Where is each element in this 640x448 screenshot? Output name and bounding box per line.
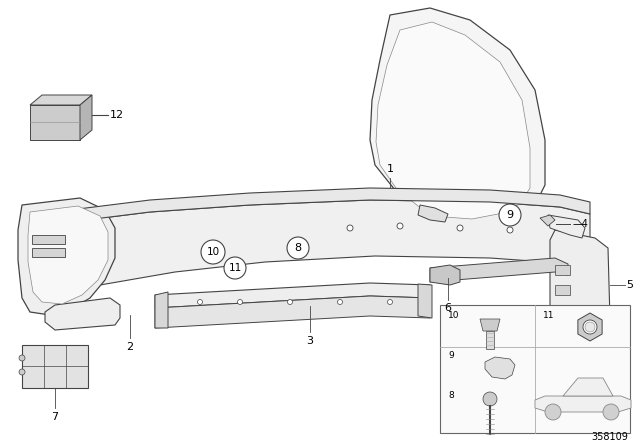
Text: 1: 1 — [387, 164, 394, 174]
Polygon shape — [418, 284, 432, 318]
Circle shape — [19, 369, 25, 375]
Text: 8: 8 — [294, 243, 301, 253]
Polygon shape — [430, 265, 460, 285]
Text: 2: 2 — [127, 342, 134, 352]
Polygon shape — [155, 283, 430, 308]
Circle shape — [237, 300, 243, 305]
Polygon shape — [550, 230, 610, 330]
Polygon shape — [30, 105, 80, 140]
Text: 6: 6 — [445, 303, 451, 313]
Circle shape — [201, 240, 225, 264]
Text: —4: —4 — [573, 219, 589, 229]
Polygon shape — [70, 188, 590, 222]
Polygon shape — [555, 265, 570, 275]
Circle shape — [397, 223, 403, 229]
Polygon shape — [535, 396, 631, 412]
Polygon shape — [540, 215, 555, 226]
Polygon shape — [563, 378, 613, 396]
Polygon shape — [18, 198, 115, 315]
Circle shape — [287, 300, 292, 305]
Text: 12: 12 — [110, 110, 124, 120]
Circle shape — [347, 225, 353, 231]
Polygon shape — [486, 331, 494, 349]
Text: 5: 5 — [626, 280, 633, 290]
Circle shape — [545, 404, 561, 420]
Polygon shape — [32, 248, 65, 257]
Text: 10: 10 — [207, 247, 220, 257]
Circle shape — [483, 392, 497, 406]
Polygon shape — [418, 205, 448, 222]
Circle shape — [457, 225, 463, 231]
Polygon shape — [480, 319, 500, 331]
Polygon shape — [155, 292, 168, 328]
Polygon shape — [80, 95, 92, 140]
Text: 3: 3 — [307, 336, 314, 346]
Circle shape — [337, 300, 342, 305]
Text: 8: 8 — [448, 391, 454, 400]
Text: 7: 7 — [51, 412, 59, 422]
Polygon shape — [370, 8, 545, 225]
Polygon shape — [70, 200, 590, 285]
Polygon shape — [22, 345, 88, 388]
Circle shape — [287, 237, 309, 259]
Text: 11: 11 — [543, 311, 554, 320]
Text: 9: 9 — [506, 210, 513, 220]
Polygon shape — [555, 285, 570, 295]
Circle shape — [19, 355, 25, 361]
Circle shape — [499, 204, 521, 226]
Polygon shape — [30, 95, 92, 105]
Circle shape — [583, 320, 597, 334]
Text: 358109: 358109 — [591, 432, 628, 442]
Polygon shape — [45, 298, 120, 330]
Circle shape — [224, 257, 246, 279]
Circle shape — [198, 300, 202, 305]
Polygon shape — [555, 305, 570, 315]
Polygon shape — [430, 258, 568, 282]
Circle shape — [387, 300, 392, 305]
Polygon shape — [376, 22, 530, 219]
Polygon shape — [578, 313, 602, 341]
Polygon shape — [32, 235, 65, 244]
Polygon shape — [485, 357, 515, 379]
Polygon shape — [548, 215, 585, 238]
Circle shape — [507, 227, 513, 233]
Polygon shape — [155, 296, 430, 328]
Polygon shape — [28, 206, 108, 304]
FancyBboxPatch shape — [440, 305, 630, 433]
Text: 9: 9 — [448, 351, 454, 360]
Text: 10: 10 — [448, 311, 460, 320]
Circle shape — [603, 404, 619, 420]
Text: 11: 11 — [228, 263, 242, 273]
Circle shape — [585, 322, 595, 332]
